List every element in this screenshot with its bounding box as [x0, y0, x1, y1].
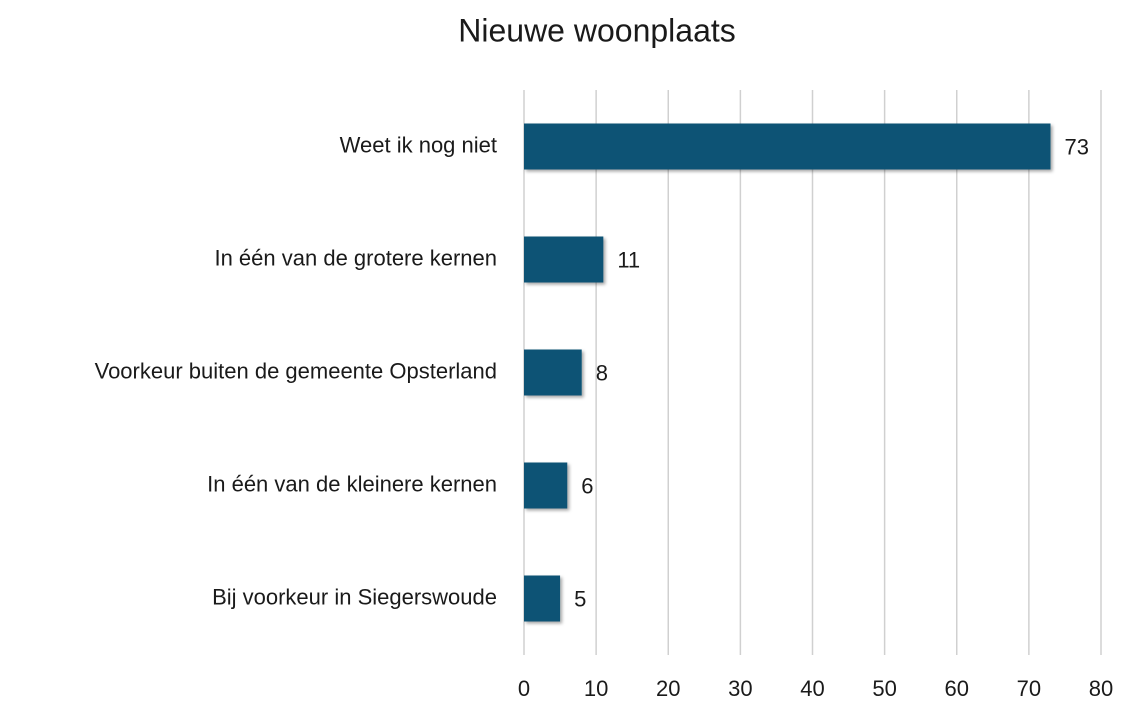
y-tick-label: Voorkeur buiten de gemeente Opsterland — [95, 358, 497, 383]
x-tick-label: 10 — [584, 676, 608, 701]
x-tick-label: 0 — [518, 676, 530, 701]
x-tick-label: 80 — [1089, 676, 1113, 701]
bar — [524, 462, 568, 509]
y-tick-label: Weet ik nog niet — [340, 132, 497, 157]
data-label: 5 — [574, 586, 586, 611]
bar — [524, 575, 561, 622]
x-tick-label: 40 — [800, 676, 824, 701]
data-label: 11 — [617, 247, 640, 272]
x-tick-label: 50 — [872, 676, 896, 701]
bar — [524, 236, 604, 283]
bar — [524, 349, 582, 396]
y-tick-label: Bij voorkeur in Siegerswoude — [212, 584, 497, 609]
data-label: 6 — [581, 473, 593, 498]
bar — [524, 123, 1051, 170]
x-tick-label: 70 — [1017, 676, 1041, 701]
x-tick-label: 20 — [656, 676, 680, 701]
y-tick-label: In één van de kleinere kernen — [207, 471, 497, 496]
x-tick-label: 30 — [728, 676, 752, 701]
data-label: 73 — [1065, 134, 1089, 159]
chart-title: Nieuwe woonplaats — [458, 12, 736, 48]
x-tick-label: 60 — [945, 676, 969, 701]
data-label: 8 — [596, 360, 608, 385]
y-tick-label: In één van de grotere kernen — [214, 245, 497, 270]
